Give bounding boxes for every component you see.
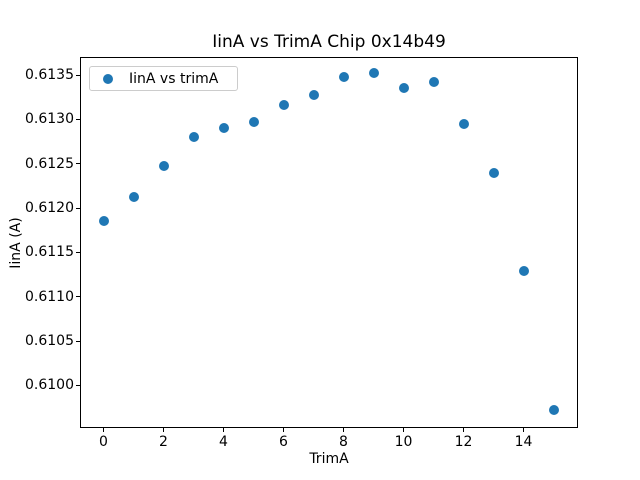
y-tick-label: 0.6100 xyxy=(25,377,74,394)
x-tick-label: 4 xyxy=(219,434,228,450)
legend-label: IinA vs trimA xyxy=(129,70,219,87)
scatter-point xyxy=(488,167,499,178)
y-tick-label: 0.6125 xyxy=(25,155,74,172)
scatter-point xyxy=(458,118,469,129)
x-tick-label: 6 xyxy=(279,434,288,450)
x-tick-mark xyxy=(283,428,284,432)
y-tick-label: 0.6130 xyxy=(25,111,74,128)
y-tick-label: 0.6120 xyxy=(25,200,74,217)
y-tick-mark xyxy=(76,163,80,165)
x-tick-label: 8 xyxy=(339,434,348,450)
x-tick-label: 2 xyxy=(159,434,168,450)
y-tick-label: 0.6115 xyxy=(25,244,74,261)
scatter-point xyxy=(248,117,259,128)
y-tick-mark xyxy=(76,251,80,253)
scatter-point xyxy=(128,192,139,203)
y-tick-mark xyxy=(76,340,80,342)
y-tick-mark xyxy=(76,207,80,209)
x-tick-mark xyxy=(163,428,164,432)
legend-box: IinA vs trimA xyxy=(89,66,238,91)
y-tick-mark xyxy=(76,296,80,298)
y-tick-label: 0.6135 xyxy=(25,67,74,84)
scatter-point xyxy=(98,215,109,226)
plot-area xyxy=(80,57,578,428)
y-tick-mark xyxy=(76,118,80,120)
scatter-point xyxy=(548,405,559,416)
x-tick-label: 10 xyxy=(394,434,413,450)
x-tick-mark xyxy=(403,428,404,432)
y-tick-label: 0.6105 xyxy=(25,333,74,350)
scatter-point xyxy=(368,68,379,79)
x-tick-mark xyxy=(463,428,464,432)
x-tick-label: 14 xyxy=(514,434,533,450)
x-tick-mark xyxy=(523,428,524,432)
y-tick-mark xyxy=(76,74,80,76)
y-tick-mark xyxy=(76,384,80,386)
scatter-point xyxy=(218,123,229,134)
legend-marker-icon xyxy=(103,73,113,84)
scatter-point xyxy=(428,77,439,88)
scatter-point xyxy=(158,160,169,171)
scatter-point xyxy=(278,100,289,111)
scatter-point xyxy=(338,71,349,82)
scatter-point xyxy=(398,83,409,94)
x-tick-label: 0 xyxy=(99,434,108,450)
x-tick-label: 12 xyxy=(454,434,473,450)
x-tick-mark xyxy=(343,428,344,432)
scatter-point xyxy=(518,266,529,277)
y-axis-label: IinA (A) xyxy=(8,217,24,269)
chart-title: IinA vs TrimA Chip 0x14b49 xyxy=(212,32,446,52)
x-tick-mark xyxy=(223,428,224,432)
scatter-point xyxy=(308,90,319,101)
scatter-point xyxy=(188,132,199,143)
x-axis-label: TrimA xyxy=(309,451,349,467)
x-tick-mark xyxy=(103,428,104,432)
y-tick-label: 0.6110 xyxy=(25,288,74,305)
